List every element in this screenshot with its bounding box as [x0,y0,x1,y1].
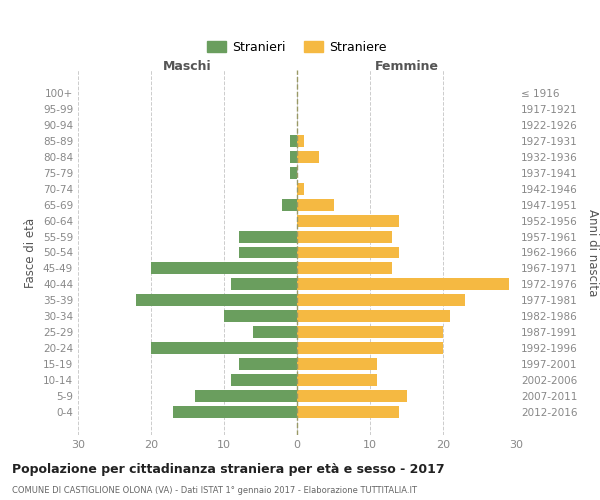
Bar [297,294,465,306]
Bar [239,230,297,242]
Bar [136,294,297,306]
Bar [283,198,297,210]
Y-axis label: Anni di nascita: Anni di nascita [586,209,599,296]
Bar [232,278,297,290]
Bar [297,246,399,258]
Bar [224,310,297,322]
Bar [297,214,399,226]
Legend: Stranieri, Straniere: Stranieri, Straniere [202,36,392,59]
Bar [195,390,297,402]
Bar [297,134,304,146]
Bar [290,150,297,162]
Bar [297,150,319,162]
Bar [239,358,297,370]
Bar [297,326,443,338]
Bar [297,358,377,370]
Bar [151,262,297,274]
Bar [232,374,297,386]
Text: COMUNE DI CASTIGLIONE OLONA (VA) - Dati ISTAT 1° gennaio 2017 - Elaborazione TUT: COMUNE DI CASTIGLIONE OLONA (VA) - Dati … [12,486,417,495]
Bar [297,374,377,386]
Bar [290,166,297,178]
Text: Femmine: Femmine [374,60,439,74]
Bar [297,198,334,210]
Bar [290,134,297,146]
Bar [151,342,297,354]
Bar [297,278,509,290]
Y-axis label: Fasce di età: Fasce di età [25,218,37,288]
Bar [297,390,407,402]
Bar [297,406,399,418]
Text: Maschi: Maschi [163,60,212,74]
Bar [297,182,304,194]
Bar [173,406,297,418]
Bar [297,310,450,322]
Bar [297,342,443,354]
Bar [253,326,297,338]
Bar [239,246,297,258]
Bar [297,230,392,242]
Text: Popolazione per cittadinanza straniera per età e sesso - 2017: Popolazione per cittadinanza straniera p… [12,462,445,475]
Bar [297,262,392,274]
